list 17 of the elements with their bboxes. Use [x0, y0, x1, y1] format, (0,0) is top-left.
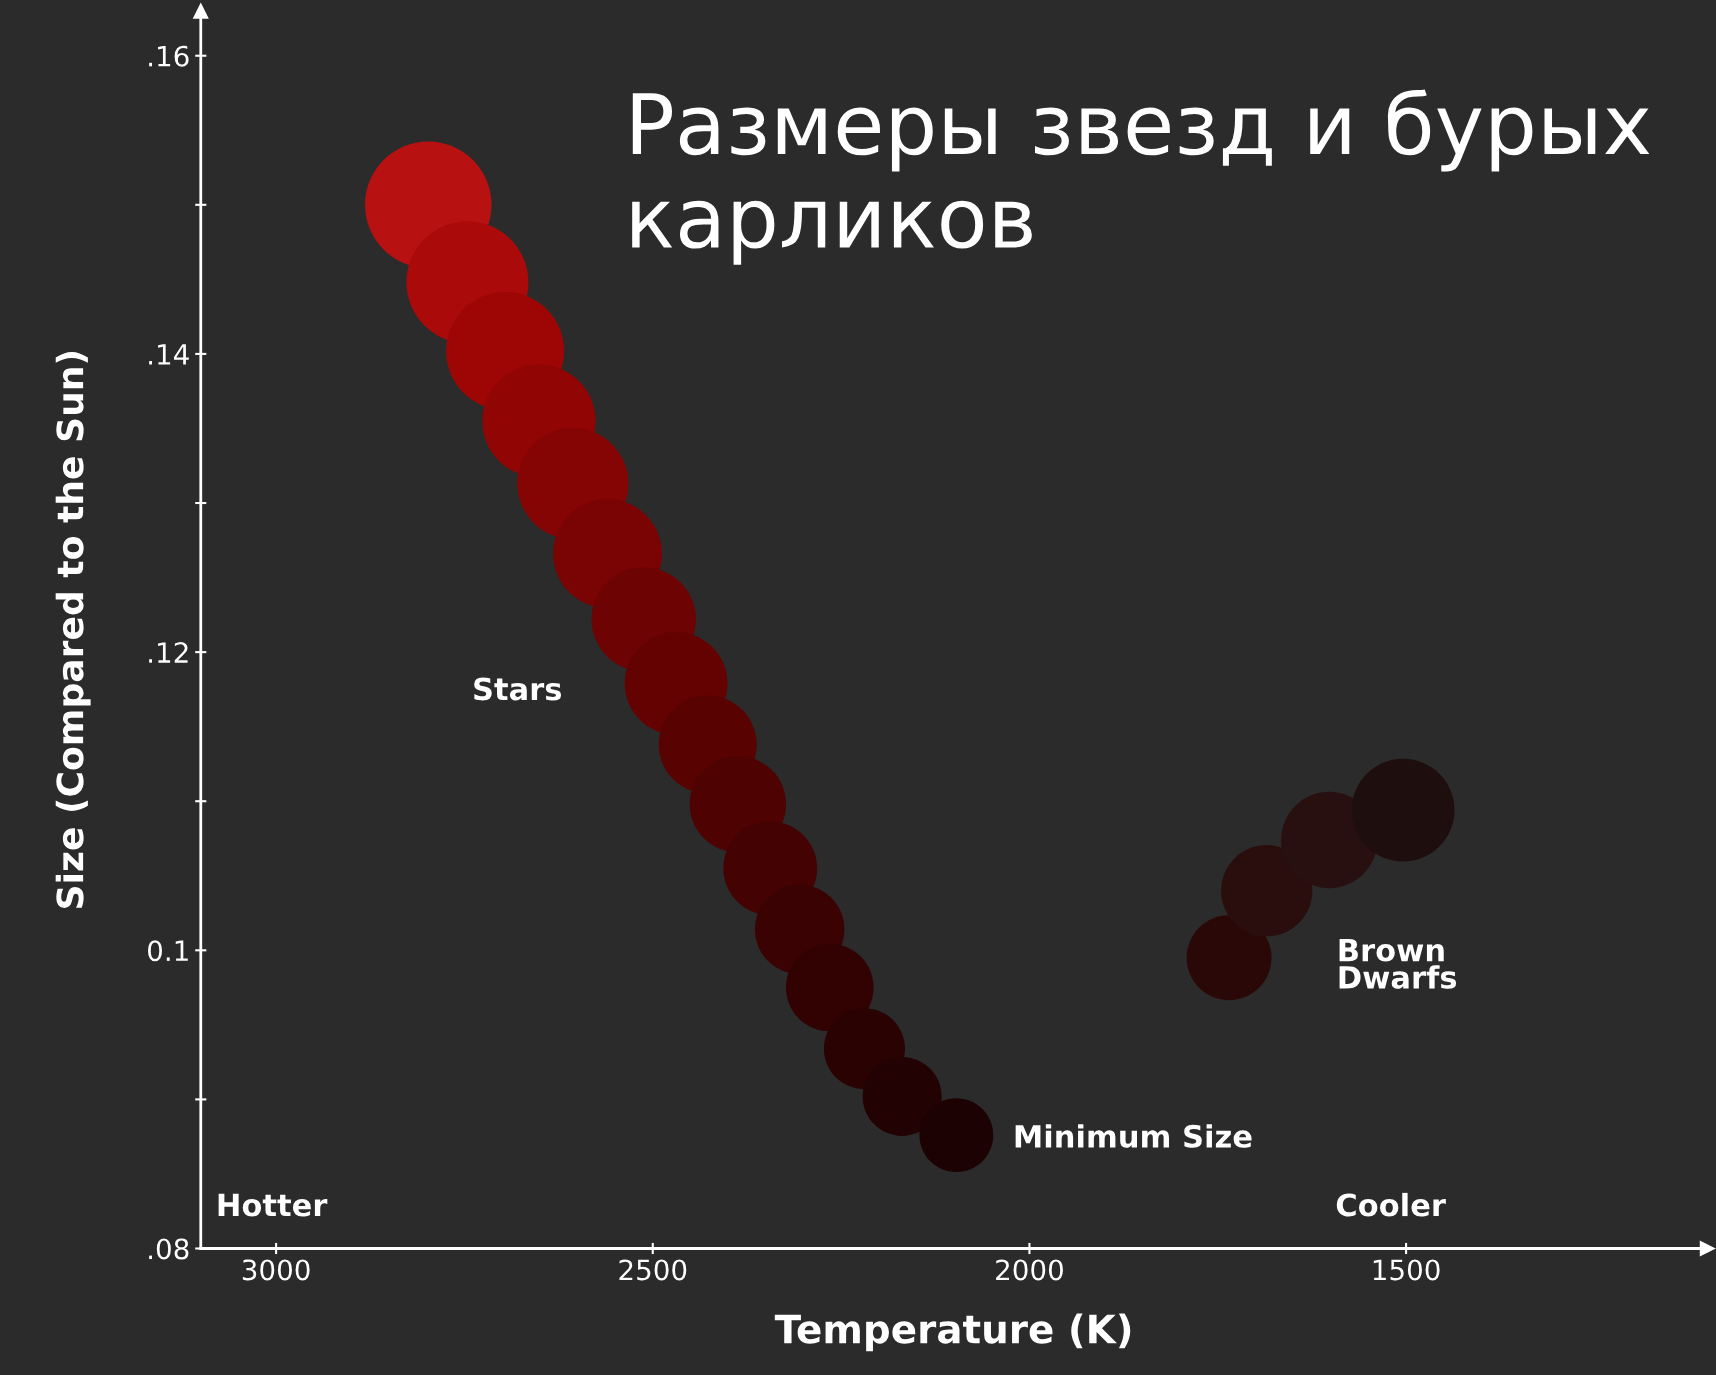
x-tick-label: 3000 [242, 1259, 310, 1281]
x-axis-title: Temperature (K) [774, 1313, 1131, 1352]
x-tick-label: 1500 [1373, 1259, 1440, 1281]
annotation: Hotter [218, 1193, 328, 1217]
y-tick-label: .16 [149, 45, 189, 67]
annotation: Stars [474, 677, 562, 701]
annotation: Brown Dwarfs [1339, 938, 1457, 989]
y-tick-label: .08 [149, 1238, 189, 1260]
x-tick-label: 2000 [996, 1259, 1063, 1281]
y-tick-label: 0.1 [148, 940, 188, 962]
annotation: Cooler [1336, 1192, 1446, 1217]
x-tick-label: 2500 [619, 1259, 687, 1281]
annotation: Minimum Size [1015, 1124, 1252, 1148]
y-axis-title: Size (Compared to the Sun) [55, 352, 91, 908]
y-tick-label: .14 [149, 344, 189, 365]
y-tick-label: .12 [149, 642, 188, 663]
text: Размеры звезд и бурых карликов [632, 89, 1650, 265]
